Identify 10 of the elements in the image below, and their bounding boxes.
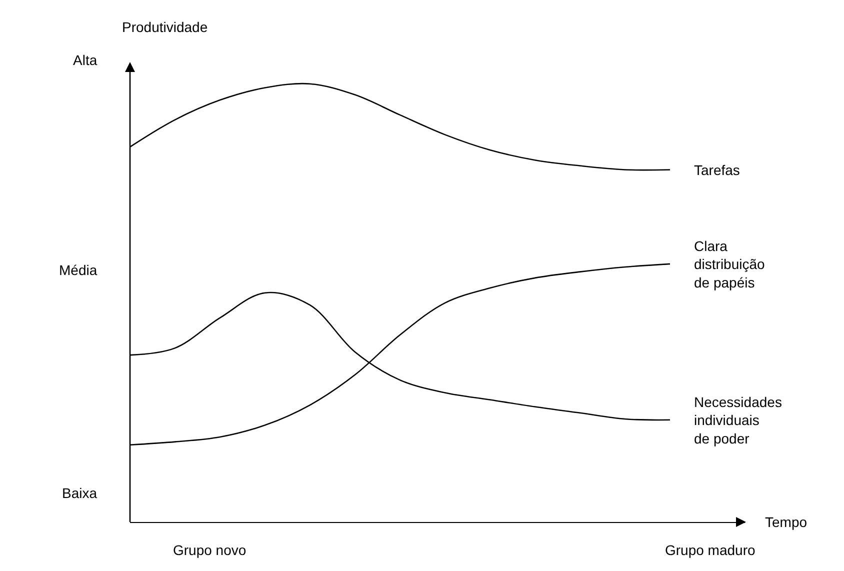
series-label: Necessidades individuais de poder (694, 394, 782, 446)
text: Baixa (62, 485, 98, 501)
text: Tempo (765, 514, 808, 530)
text: Média (59, 262, 98, 278)
series-label: Tarefas (694, 162, 740, 178)
text: Alta (73, 52, 98, 68)
series-label: Clara distribuição de papéis (694, 238, 766, 290)
text: Grupo novo (173, 542, 246, 558)
text: Grupo maduro (665, 542, 756, 558)
y-axis-title: Produtividade (122, 19, 208, 35)
